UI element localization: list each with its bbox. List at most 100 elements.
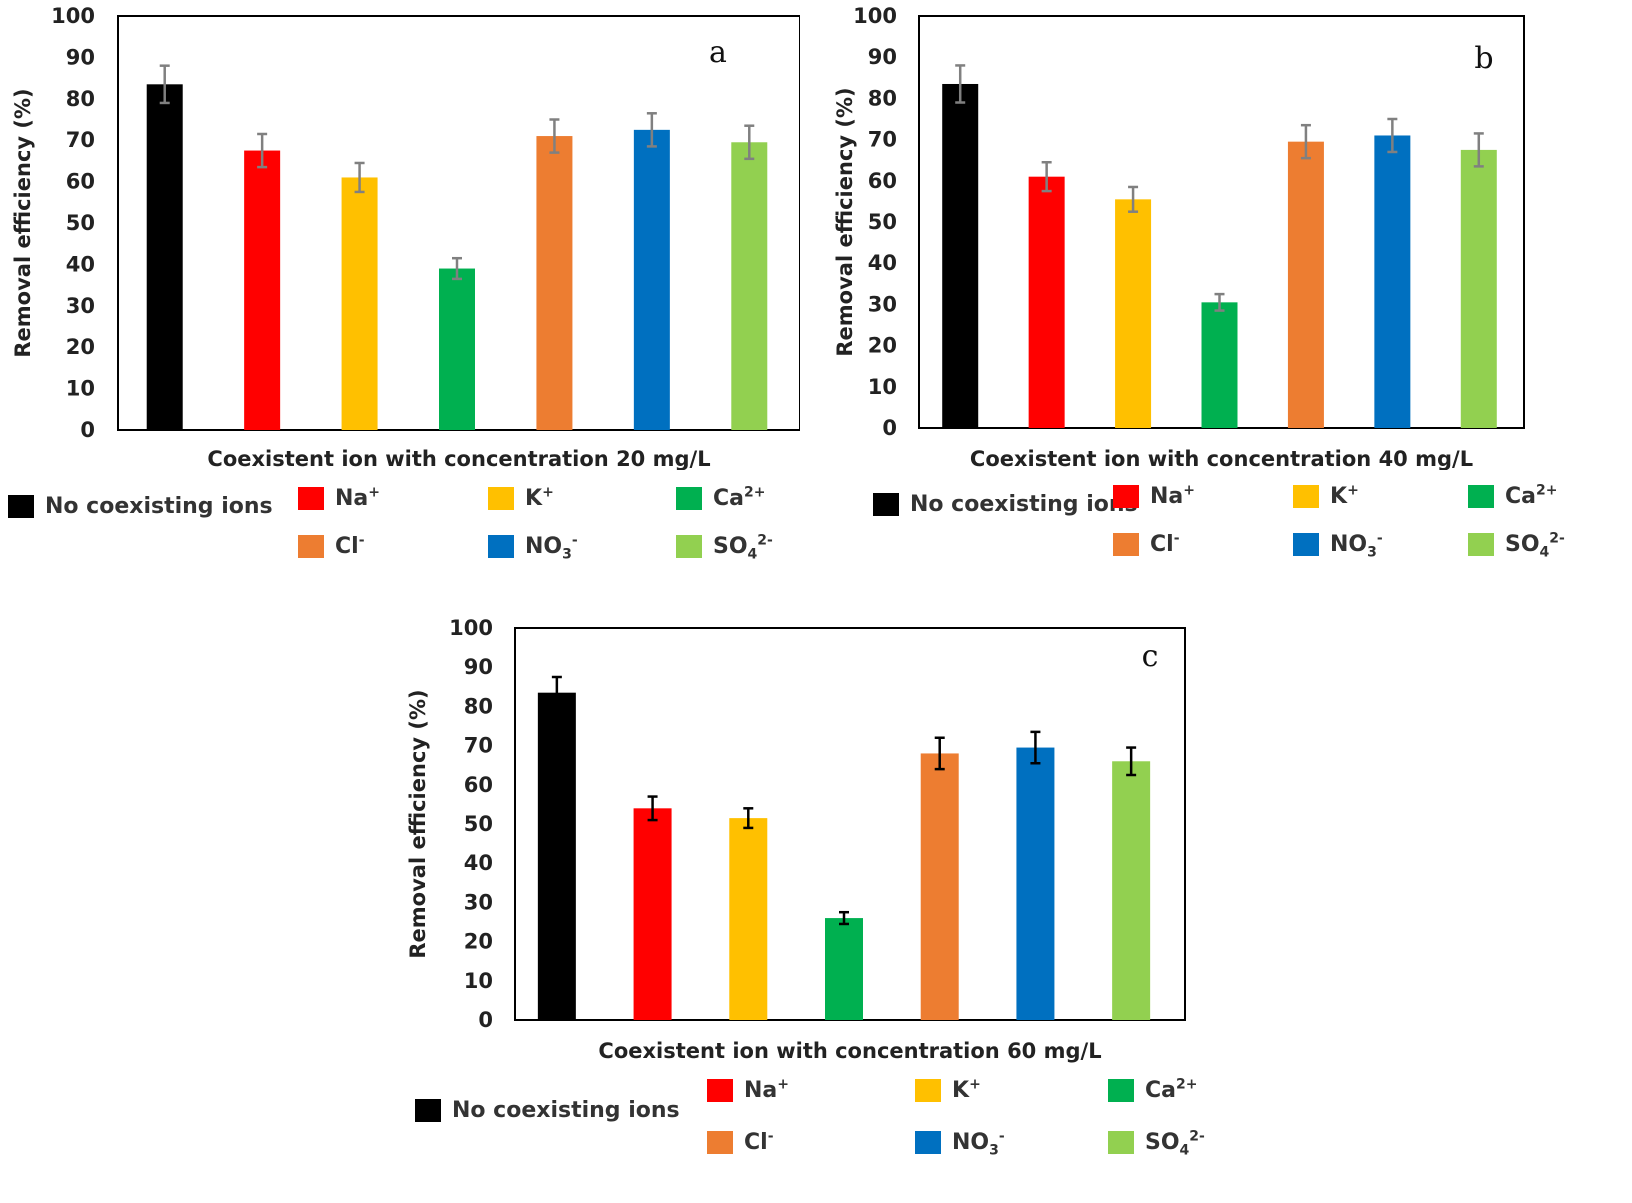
legend-swatch [1468, 485, 1494, 508]
legend-label: K+ [525, 484, 554, 511]
legend-label: Cl- [744, 1128, 774, 1155]
bar [1028, 176, 1065, 428]
y-tick-label: 80 [464, 694, 493, 718]
legend-item: Cl- [707, 1130, 774, 1155]
legend-label: NO3- [1330, 530, 1383, 561]
legend-swatch [488, 535, 514, 558]
y-tick-label: 0 [478, 1008, 493, 1032]
error-bar [744, 124, 755, 161]
bar [825, 918, 863, 1020]
legend-label: Cl- [335, 532, 365, 559]
bar [633, 808, 672, 1020]
panel-letter: b [1474, 41, 1493, 76]
error-bar [551, 675, 562, 710]
legend-item: Cl- [298, 534, 365, 559]
y-axis-title: Removal efficiency (%) [11, 88, 35, 357]
legend-label: No coexisting ions [910, 492, 1138, 517]
legend-label: Ca2+ [713, 484, 766, 511]
bar [1374, 135, 1411, 429]
legend-swatch [873, 493, 899, 516]
legend-swatch [676, 535, 702, 558]
y-tick-label: 20 [464, 930, 493, 954]
y-tick-label: 90 [868, 45, 897, 69]
error-bar [646, 112, 657, 148]
legend-item: Ca2+ [1468, 484, 1557, 509]
y-tick-label: 0 [882, 416, 897, 440]
chart-panel-c: 0 10 20 30 40 50 60 70 80 90 100 Removal efficiency… [406, 616, 1186, 1063]
bar [942, 83, 979, 428]
y-tick-label: 70 [868, 128, 897, 152]
legend-swatch [1113, 485, 1139, 508]
legend-label: K+ [1330, 482, 1359, 509]
error-bar [1030, 730, 1041, 765]
bar [341, 177, 378, 430]
legend-swatch [1108, 1131, 1134, 1154]
bar [1460, 149, 1497, 428]
y-tick-label: 60 [66, 170, 95, 194]
bar [633, 129, 670, 430]
bar [537, 692, 576, 1020]
y-tick-label: 100 [449, 616, 493, 640]
error-bar [955, 64, 966, 104]
bar [146, 84, 183, 430]
bar [1115, 199, 1152, 428]
y-tick-label: 90 [464, 655, 493, 679]
bar [244, 150, 281, 431]
y-tick-label: 30 [868, 292, 897, 316]
y-tick-label: 40 [66, 252, 95, 276]
legend-swatch [1293, 533, 1319, 556]
y-tick-label: 70 [464, 734, 493, 758]
legend-label: SO42- [1505, 530, 1565, 561]
bar [729, 818, 768, 1020]
legend-label: Na+ [1150, 482, 1195, 509]
error-bar [1126, 746, 1137, 777]
legend-item: Na+ [298, 486, 380, 511]
y-tick-label: 80 [66, 87, 95, 111]
y-tick-label: 10 [868, 375, 897, 399]
legend-item: SO42- [1468, 530, 1565, 561]
error-bar [1214, 292, 1225, 312]
legend-label: Na+ [335, 484, 380, 511]
error-bar [743, 807, 754, 830]
legend-label: NO3- [525, 532, 578, 563]
error-bar [839, 910, 849, 926]
legend-label: No coexisting ions [45, 494, 273, 519]
legend-item: K+ [488, 486, 554, 511]
legend-item: K+ [915, 1078, 981, 1103]
y-tick-label: 40 [868, 251, 897, 275]
legend-swatch [8, 495, 34, 518]
y-tick-label: 50 [66, 211, 95, 235]
y-tick-label: 80 [868, 86, 897, 110]
legend-swatch [415, 1099, 441, 1122]
legend-item: NO3- [915, 1130, 1005, 1157]
legend-item: No coexisting ions [873, 492, 1138, 517]
error-bar [647, 795, 658, 822]
legend-swatch [298, 535, 324, 558]
y-tick-label: 90 [66, 45, 95, 69]
legend-item: Ca2+ [676, 486, 765, 511]
y-tick-label: 20 [66, 335, 95, 359]
legend-label: Ca2+ [1145, 1076, 1198, 1103]
bar [1016, 747, 1055, 1020]
bar [731, 142, 768, 430]
legend-item: SO42- [1108, 1128, 1205, 1159]
x-axis-title: Coexistent ion with concentration 60 mg/… [598, 1039, 1101, 1063]
y-tick-label: 70 [66, 128, 95, 152]
legend-swatch [298, 487, 324, 510]
y-tick-label: 100 [51, 4, 95, 28]
legend-item: Cl- [1113, 532, 1180, 557]
legend-swatch [915, 1079, 941, 1102]
legend-label: K+ [952, 1076, 981, 1103]
legend-swatch [1468, 533, 1494, 556]
legend-c: No coexisting ions Na+ K+ Ca2+ Cl- NO3- SO42- [415, 1078, 1275, 1190]
y-tick-label: 10 [66, 377, 95, 401]
legend-item: Ca2+ [1108, 1078, 1197, 1103]
error-bar [452, 256, 462, 281]
bar [536, 136, 573, 430]
legend-label: SO42- [1145, 1128, 1205, 1159]
x-axis-title: Coexistent ion with concentration 20 mg/… [207, 447, 710, 470]
bar [439, 268, 475, 430]
y-tick-label: 30 [66, 294, 95, 318]
y-tick-label: 0 [80, 418, 95, 442]
legend-swatch [707, 1079, 733, 1102]
